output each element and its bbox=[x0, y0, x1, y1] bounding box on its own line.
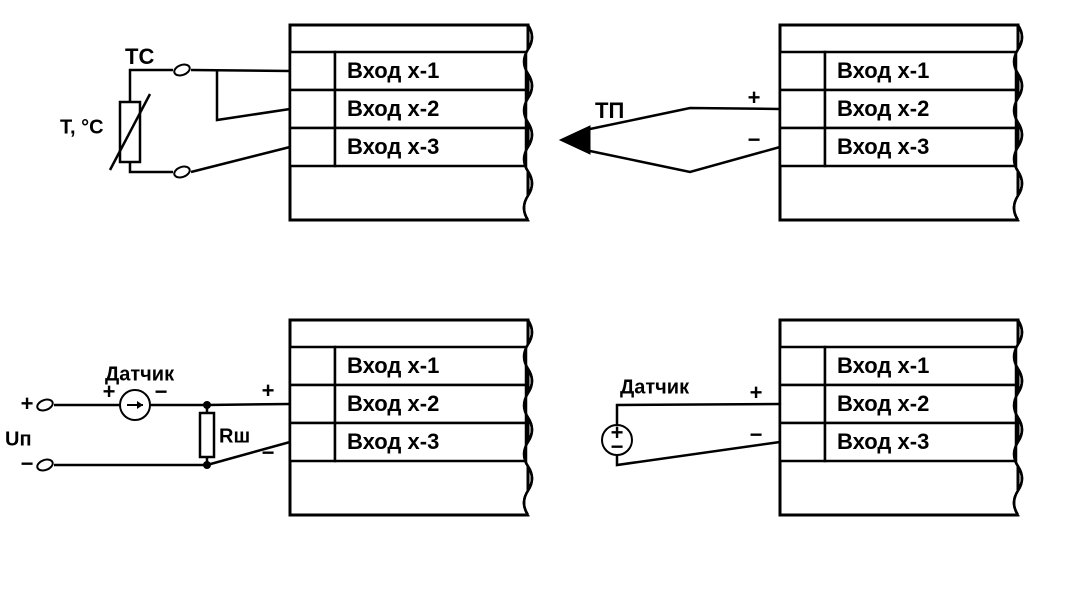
q2-row-2-label: Вход х-2 bbox=[837, 96, 929, 121]
q4-row-2-label: Вход х-2 bbox=[837, 391, 929, 416]
q3-source-plus: + bbox=[103, 379, 116, 404]
q3-rsh-label: Rш bbox=[219, 425, 250, 447]
q1-row-1-label: Вход х-1 bbox=[347, 58, 439, 83]
q1-module bbox=[290, 25, 542, 220]
thermocouple-tip bbox=[560, 126, 590, 154]
svg-text:−: − bbox=[611, 434, 624, 459]
q3-term-minus-sign: − bbox=[21, 451, 34, 476]
q4-module bbox=[780, 320, 1032, 515]
q1-circuit bbox=[110, 63, 290, 180]
q3-row-2-label: Вход х-2 bbox=[347, 391, 439, 416]
q1-row-2-label: Вход х-2 bbox=[347, 96, 439, 121]
q3-terminal-plus bbox=[36, 398, 54, 413]
q4-mod-plus: + bbox=[750, 380, 763, 405]
q4-row-1-label: Вход х-1 bbox=[837, 353, 929, 378]
q3-terminal-minus bbox=[36, 458, 54, 473]
q2-minus: − bbox=[748, 127, 761, 152]
q4-row-3-label: Вход х-3 bbox=[837, 429, 929, 454]
q1-terminal-top bbox=[173, 63, 191, 78]
q1-terminal-bottom bbox=[173, 165, 191, 180]
q1-row-3-label: Вход х-3 bbox=[347, 134, 439, 159]
q2-row-1-label: Вход х-1 bbox=[837, 58, 929, 83]
q4-mod-minus: − bbox=[750, 422, 763, 447]
q4-title: Датчик bbox=[620, 376, 690, 398]
q3-mod-minus: − bbox=[262, 440, 275, 465]
q3-module bbox=[290, 320, 542, 515]
q3-up-label: Uп bbox=[5, 428, 32, 450]
q2-plus: + bbox=[748, 85, 761, 110]
shunt-resistor bbox=[200, 413, 214, 457]
q3-row-1-label: Вход х-1 bbox=[347, 353, 439, 378]
q2-module bbox=[780, 25, 1032, 220]
q1-title: ТС bbox=[125, 44, 154, 69]
q1-temp-label: T, °C bbox=[60, 116, 104, 138]
q3-row-3-label: Вход х-3 bbox=[347, 429, 439, 454]
q2-row-3-label: Вход х-3 bbox=[837, 134, 929, 159]
q2-title: ТП bbox=[595, 98, 624, 123]
q3-term-plus-sign: + bbox=[21, 391, 34, 416]
q3-mod-plus: + bbox=[262, 378, 275, 403]
q3-source-minus: − bbox=[155, 379, 168, 404]
